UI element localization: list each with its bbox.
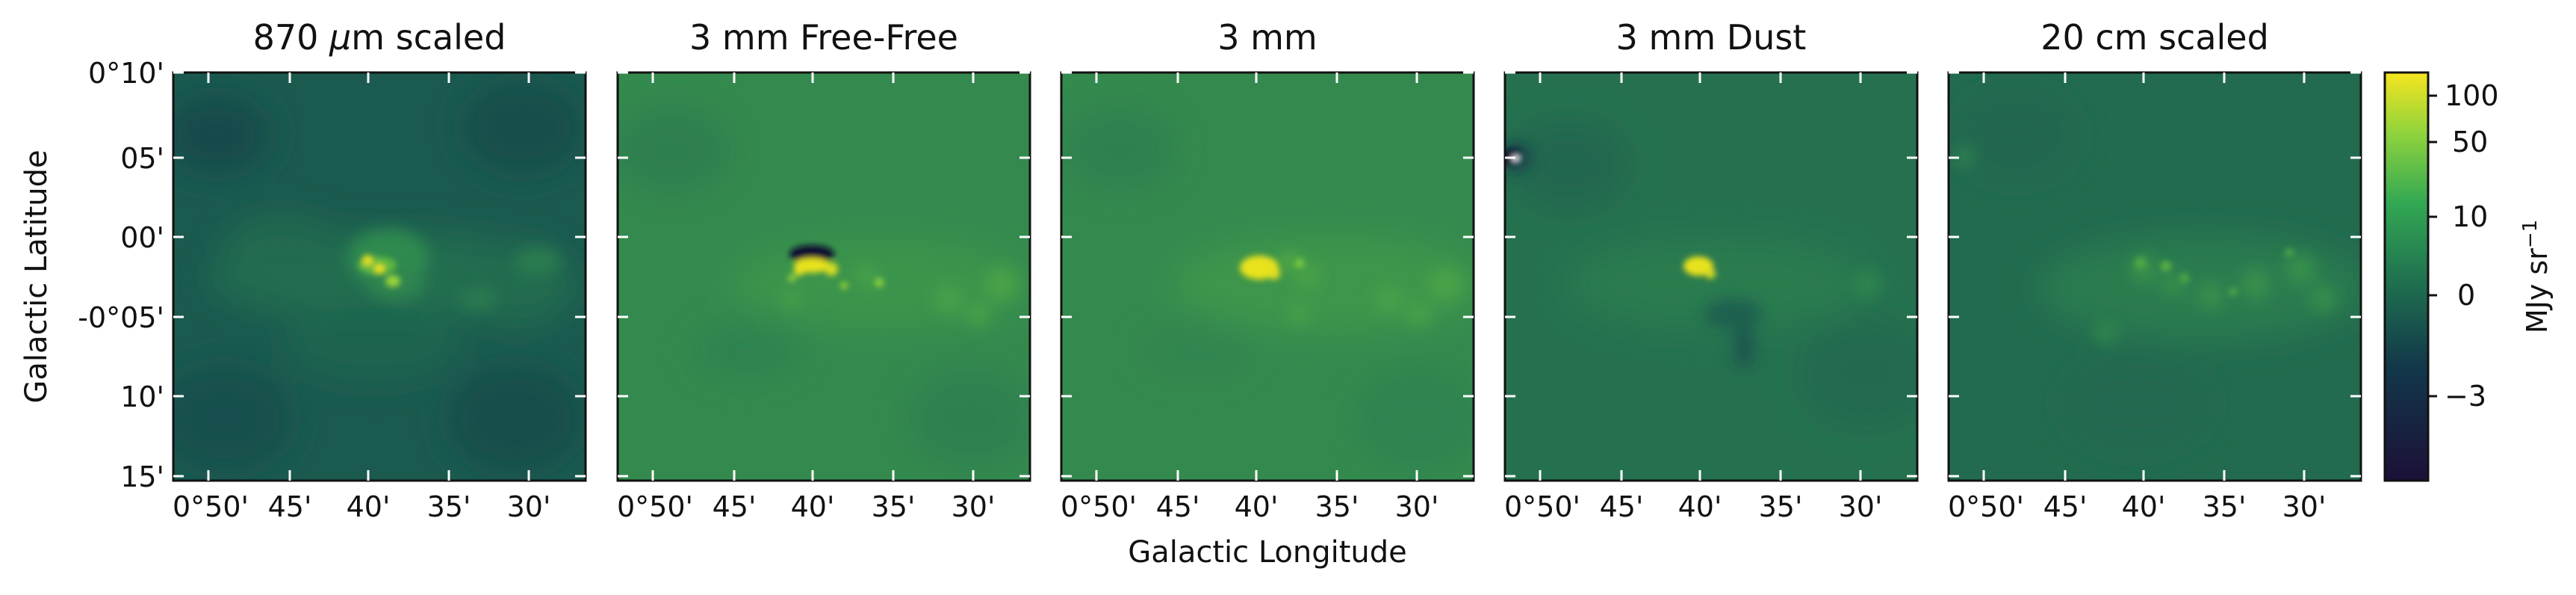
x-tick-label: 45': [1600, 490, 1644, 523]
x-tick-label: 40': [1235, 490, 1279, 523]
panel-title-3mm-free-free: 3 mm Free-Free: [689, 17, 958, 58]
x-tick-label: 30': [952, 490, 996, 523]
panel-3mm-free-free-image: [618, 73, 1030, 481]
panel-20cm-frame: [1947, 71, 2362, 482]
x-tick-label: 30': [2282, 490, 2327, 523]
x-axis-label: Galactic Longitude: [1128, 535, 1407, 570]
panel-3mm-free-free-frame: [616, 71, 1031, 482]
x-tick-label: 45': [2043, 490, 2088, 523]
panel-title-870um: 870 μm scaled: [253, 17, 506, 58]
y-tick-label: 15': [120, 460, 164, 493]
colorbar-unit-label: MJy sr−1: [2519, 220, 2554, 333]
x-tick-label: 35': [2203, 490, 2247, 523]
colorbar-tick-labels: 100 50 10 0 −3: [2445, 79, 2499, 413]
panel-3mm-dust-image: [1505, 73, 1917, 481]
x-tick-label: 30': [1839, 490, 1883, 523]
x-tick-label: 45': [1156, 490, 1200, 523]
x-tick-label: 45': [268, 490, 312, 523]
panel-3mm-frame: [1060, 71, 1475, 482]
x-tick-label: 40': [347, 490, 391, 523]
y-tick-label: -0°05': [78, 301, 164, 334]
x-tick-label: 35': [1759, 490, 1803, 523]
x-tick-label: 45': [713, 490, 757, 523]
x-tick-label: 0°50': [173, 490, 249, 523]
x-tick-label: 35': [872, 490, 916, 523]
y-tick-label: 00': [120, 221, 164, 254]
x-tick-labels: 0°50' 45' 40' 35' 30' 0°50' 45' 40' 35' …: [173, 490, 2326, 523]
colorbar-tick-label: 10: [2452, 200, 2488, 233]
panel-870um-image: [173, 73, 586, 481]
x-tick-label: 40': [2122, 490, 2166, 523]
x-tick-label: 0°50': [1504, 490, 1580, 523]
y-tick-label: 10': [120, 380, 164, 413]
colorbar-ticks: [2428, 94, 2437, 398]
colorbar: [2383, 71, 2430, 482]
x-tick-label: 30': [507, 490, 551, 523]
y-tick-labels: 0°10' 05' 00' -0°05' 10' 15': [78, 57, 164, 493]
panel-3mm-dust-frame: [1503, 71, 1919, 482]
panel-title-20cm: 20 cm scaled: [2040, 17, 2269, 58]
x-tick-label: 35': [427, 490, 471, 523]
colorbar-tick-label: 50: [2452, 126, 2488, 158]
colorbar-tick-label: 100: [2445, 79, 2499, 112]
panel-title-3mm-dust: 3 mm Dust: [1616, 17, 1807, 58]
x-tick-label: 40': [1678, 490, 1722, 523]
panel-870um-frame: [172, 71, 587, 482]
x-tick-label: 0°50': [1061, 490, 1137, 523]
y-tick-label: 05': [120, 142, 164, 175]
panel-title-3mm: 3 mm: [1217, 17, 1318, 58]
x-tick-label: 0°50': [617, 490, 693, 523]
panel-3mm-image: [1061, 73, 1474, 481]
x-tick-label: 40': [791, 490, 835, 523]
colorbar-tick-label: −3: [2445, 380, 2486, 413]
y-tick-label: 0°10': [88, 57, 164, 90]
y-axis-label: Galactic Latitude: [19, 149, 54, 403]
x-tick-label: 0°50': [1948, 490, 2024, 523]
tick-marks: [173, 71, 2361, 481]
colorbar-tick-label: 0: [2457, 279, 2475, 312]
x-tick-label: 30': [1395, 490, 1439, 523]
panel-20cm-image: [1949, 73, 2361, 481]
x-tick-label: 35': [1315, 490, 1359, 523]
